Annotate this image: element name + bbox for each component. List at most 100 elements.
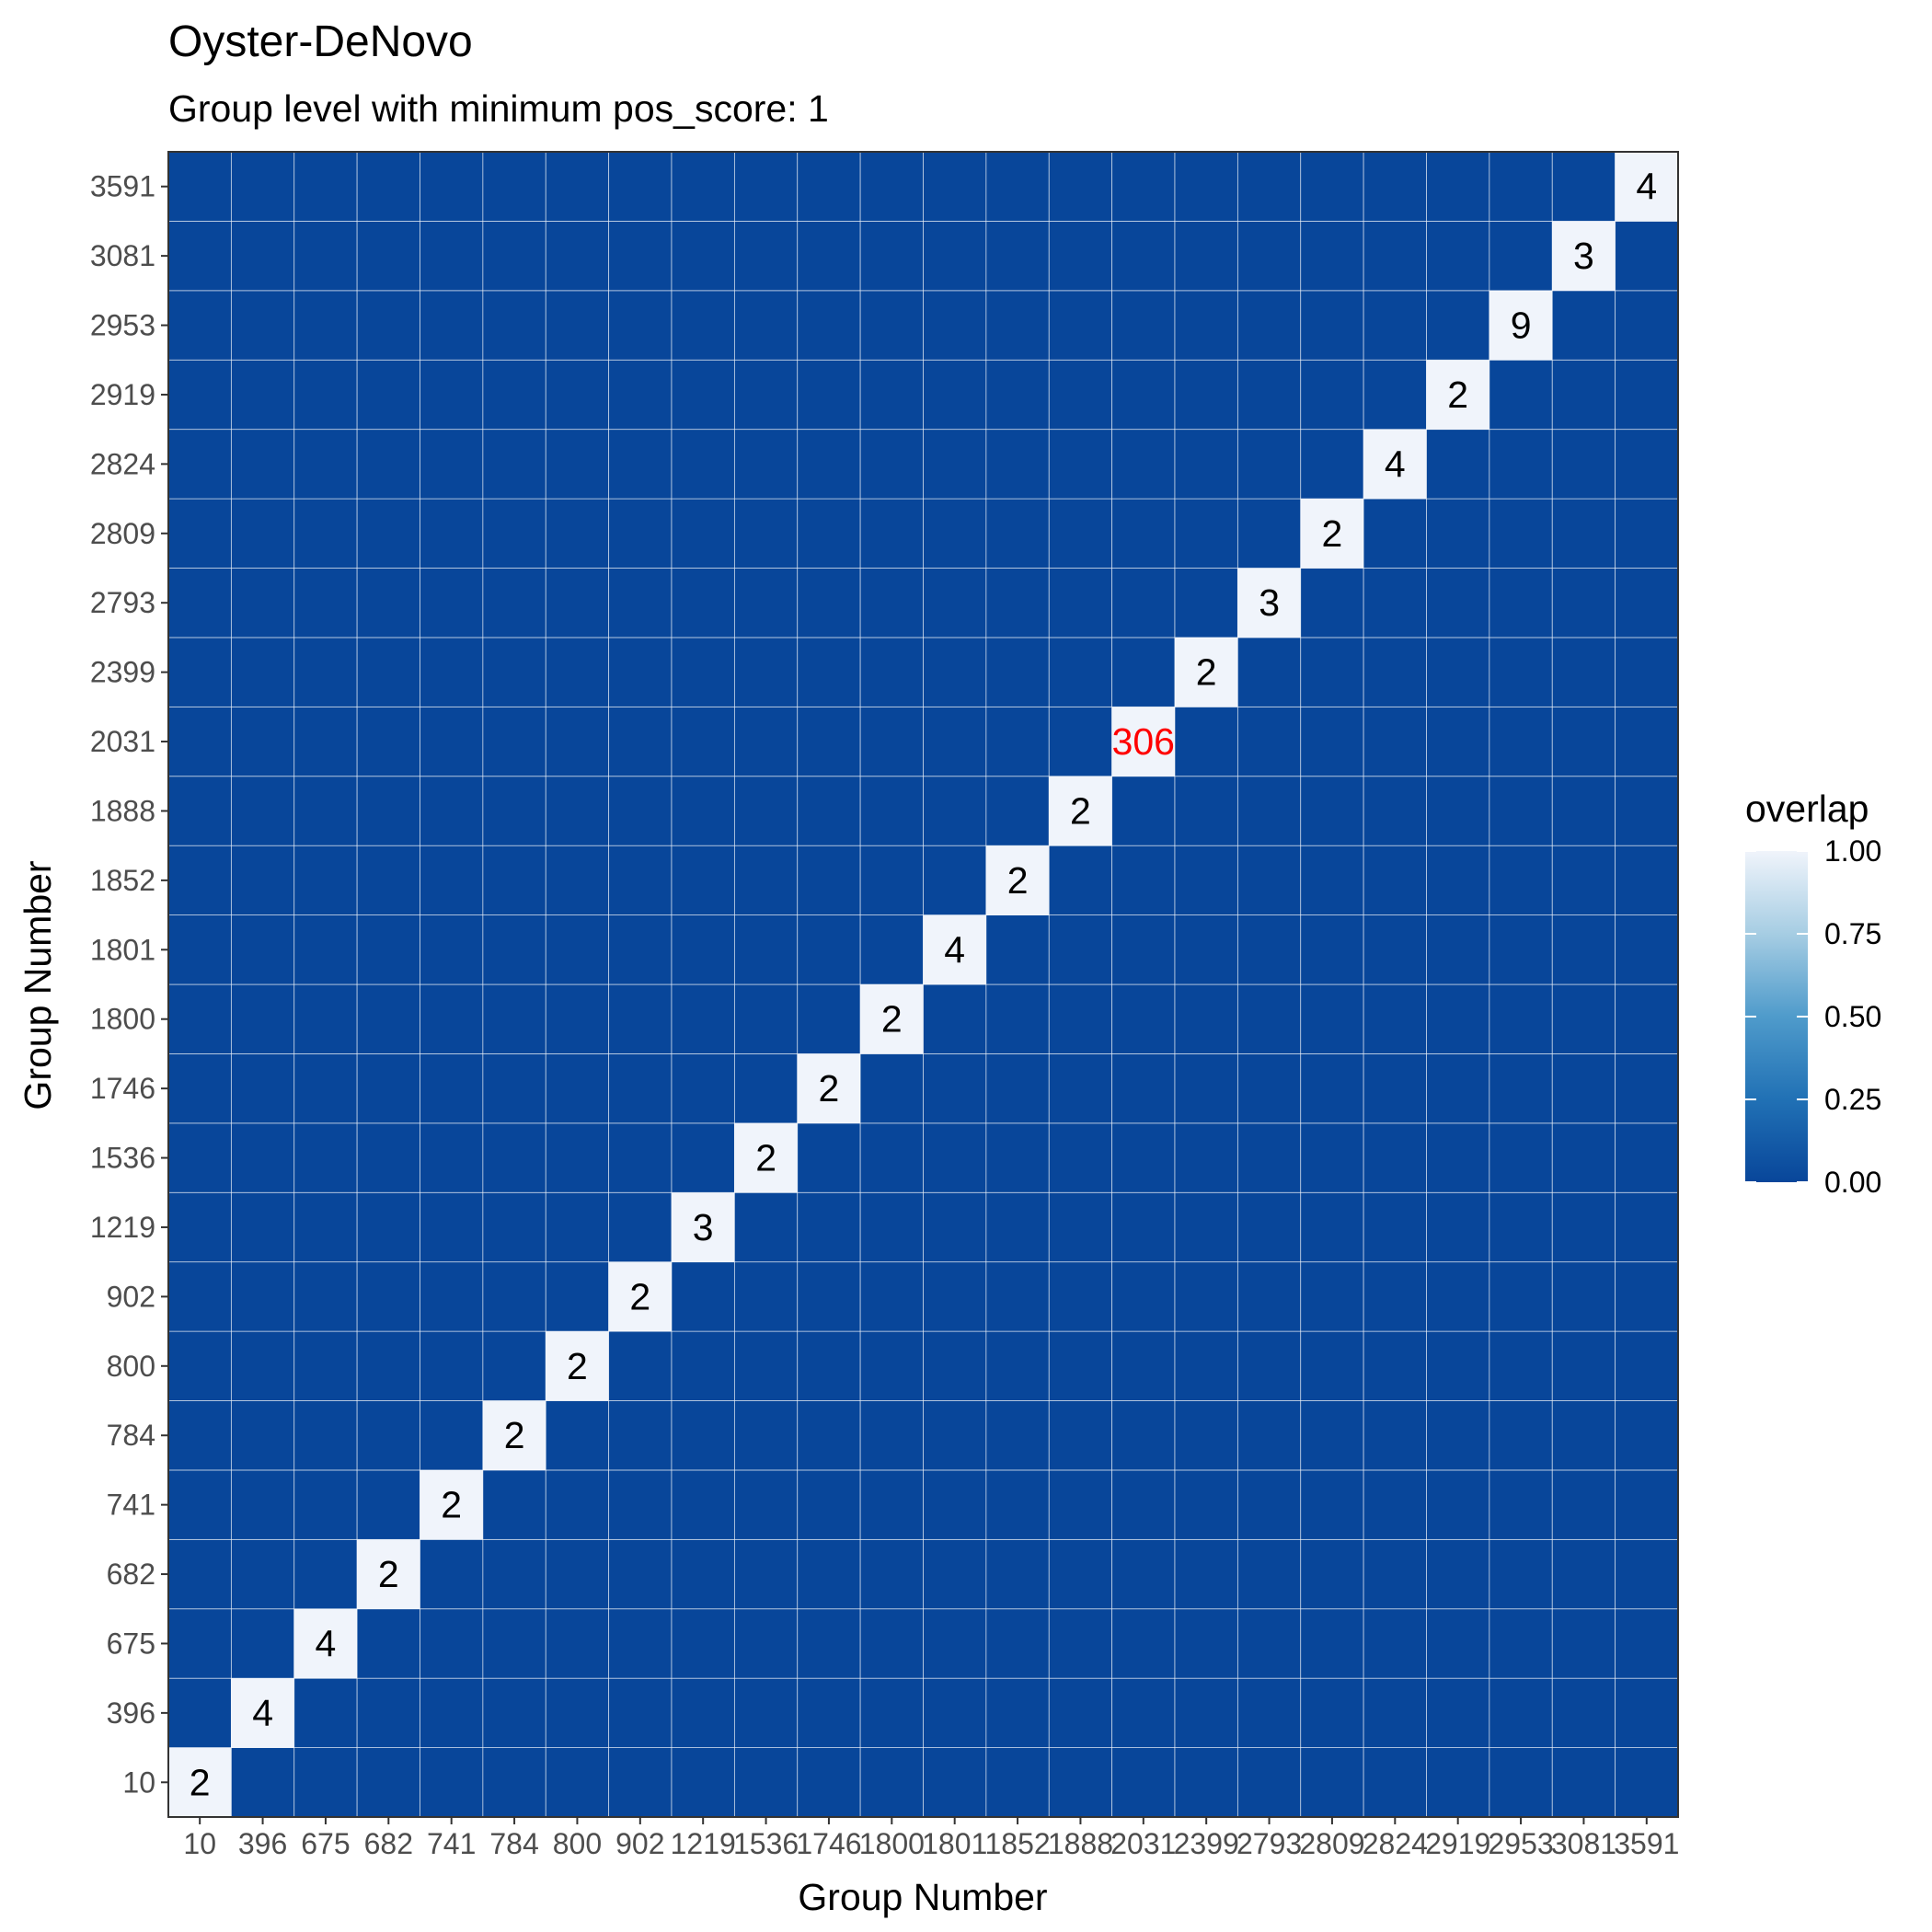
- heatmap-cell: [545, 1747, 610, 1818]
- x-tick-label: 800: [553, 1827, 602, 1860]
- x-tick-label: 2953: [1488, 1827, 1553, 1860]
- heatmap-cell: [1615, 568, 1679, 638]
- heatmap-cell: [293, 290, 358, 361]
- heatmap-cell: [230, 1400, 295, 1471]
- heatmap-cell: [1236, 1261, 1302, 1332]
- heatmap-cell: [733, 1538, 799, 1610]
- heatmap-cell: [923, 1538, 987, 1610]
- heatmap-cell: [1363, 359, 1427, 431]
- heatmap-cell: [1111, 1747, 1176, 1818]
- heatmap-cell: [923, 1261, 987, 1332]
- cell-value-label: 2: [818, 1067, 839, 1110]
- heatmap-cell: [1300, 1747, 1364, 1818]
- heatmap-cell: [293, 1747, 358, 1818]
- heatmap-cell: [545, 1261, 610, 1332]
- heatmap-cell: [545, 1469, 610, 1540]
- heatmap-cell: [1174, 637, 1238, 707]
- heatmap-cell: [1048, 776, 1113, 846]
- heatmap-cell: [1363, 1677, 1427, 1748]
- heatmap-cell: [1426, 290, 1490, 361]
- heatmap-cell: [1615, 429, 1679, 500]
- heatmap-cell: [733, 568, 799, 638]
- heatmap-cell: [733, 429, 799, 500]
- heatmap-cell: [797, 914, 861, 985]
- heatmap-cell: [671, 221, 735, 292]
- cell-value-label: 2: [378, 1553, 399, 1595]
- heatmap-cell: [230, 1469, 295, 1540]
- heatmap-cell: [923, 568, 987, 638]
- heatmap-cell: [482, 706, 546, 777]
- heatmap-cell: [733, 776, 799, 846]
- heatmap-cell: [1174, 1330, 1238, 1401]
- y-tick-label: 784: [107, 1419, 155, 1452]
- heatmap-cell: [1174, 983, 1238, 1054]
- heatmap-cell: [167, 1608, 232, 1679]
- cell-value-label: 2: [1007, 859, 1029, 902]
- heatmap-cell: [356, 1538, 420, 1610]
- heatmap-cell: [1551, 221, 1616, 292]
- heatmap-cell: [797, 1261, 861, 1332]
- heatmap-cell: [859, 1747, 924, 1818]
- cell-value-label: 3: [1259, 581, 1280, 624]
- heatmap-cell: [230, 637, 295, 707]
- y-tick-label: 2919: [90, 378, 155, 411]
- heatmap-cell: [482, 845, 546, 915]
- heatmap-cell: [1174, 1747, 1238, 1818]
- heatmap-cell: [733, 845, 799, 915]
- heatmap-cell: [923, 1747, 987, 1818]
- heatmap-cell: [1363, 914, 1427, 985]
- heatmap-cell: [1174, 1191, 1238, 1263]
- heatmap-cell: [1615, 637, 1679, 707]
- x-tick-label: 3081: [1551, 1827, 1616, 1860]
- heatmap-cell: [545, 359, 610, 431]
- heatmap-cell: [923, 429, 987, 500]
- heatmap-cell: [482, 1400, 546, 1471]
- heatmap-cell: [608, 776, 673, 846]
- heatmap-cell: [545, 290, 610, 361]
- heatmap-cell: [1048, 914, 1113, 985]
- y-tick-label: 1852: [90, 864, 155, 897]
- heatmap-cell: [545, 1608, 610, 1679]
- heatmap-cell: [1300, 359, 1364, 431]
- heatmap-cell: [1615, 1538, 1679, 1610]
- heatmap-cell: [1615, 1261, 1679, 1332]
- chart-title: Oyster-DeNovo: [168, 17, 473, 66]
- heatmap-cell: [1489, 1400, 1553, 1471]
- y-tick-label: 1800: [90, 1003, 155, 1036]
- heatmap-cell: [671, 568, 735, 638]
- heatmap-cell: [1615, 1469, 1679, 1540]
- heatmap-cell: [1111, 776, 1176, 846]
- heatmap-cell: [420, 1122, 484, 1193]
- heatmap-cell: [1300, 706, 1364, 777]
- heatmap-cell: [1489, 1677, 1553, 1748]
- heatmap-cell: [1489, 1608, 1553, 1679]
- heatmap-cell: [1174, 1469, 1238, 1540]
- heatmap-cell: [671, 637, 735, 707]
- heatmap-cell: [1363, 1191, 1427, 1263]
- heatmap-cell: [923, 1400, 987, 1471]
- heatmap-cell: [733, 1677, 799, 1748]
- heatmap-cell: [293, 568, 358, 638]
- heatmap-cell: [797, 1677, 861, 1748]
- heatmap-cell: [1426, 1538, 1490, 1610]
- heatmap-cell: [230, 983, 295, 1054]
- heatmap-cell: [1489, 221, 1553, 292]
- heatmap-cell: [1174, 1053, 1238, 1124]
- heatmap-cell: [1426, 845, 1490, 915]
- heatmap-cell: [671, 706, 735, 777]
- heatmap-cell: [482, 983, 546, 1054]
- y-tick-label: 2399: [90, 656, 155, 689]
- y-tick-label: 800: [107, 1350, 155, 1383]
- heatmap-cell: [545, 1122, 610, 1193]
- y-tick-label: 3591: [90, 170, 155, 203]
- heatmap-cell: [797, 151, 861, 222]
- heatmap-cell: [420, 359, 484, 431]
- heatmap-cell: [1551, 1191, 1616, 1263]
- y-tick-label: 396: [107, 1696, 155, 1730]
- y-tick-label: 1746: [90, 1072, 155, 1105]
- heatmap-cell: [1615, 914, 1679, 985]
- heatmap-cell: [985, 1261, 1050, 1332]
- heatmap-cell: [420, 1330, 484, 1401]
- heatmap-cell: [671, 1400, 735, 1471]
- heatmap-cell: [545, 983, 610, 1054]
